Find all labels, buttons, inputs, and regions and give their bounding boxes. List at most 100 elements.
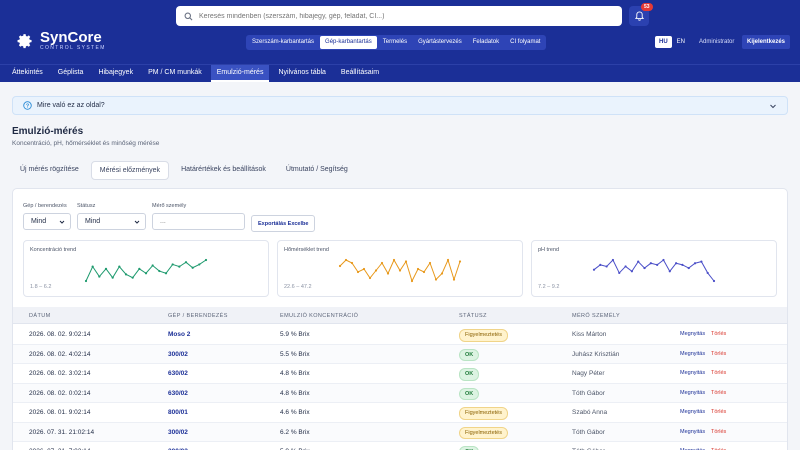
subnav-item-pm-cm-munkak[interactable]: PM / CM munkák [148, 69, 202, 76]
trend-point [178, 265, 181, 268]
cell-machine-link[interactable]: 300/02 [168, 350, 188, 358]
notifications-button[interactable]: 53 [629, 3, 653, 26]
trend-point [630, 270, 633, 273]
trend-point [687, 266, 690, 270]
cell-date: 2026. 07. 31. 21:02:14 [29, 428, 95, 436]
module-tab-gep-karbantartas[interactable]: Gép-karbantartás [320, 36, 377, 49]
trend-point [637, 260, 640, 263]
page-tabs: Új mérés rögzítése Mérési előzmények Határ… [12, 161, 356, 180]
open-row-link[interactable]: Megnyitás [680, 331, 706, 337]
trend-point [662, 258, 665, 262]
trend-point [138, 267, 141, 270]
cell-machine-link[interactable]: 300/02 [168, 428, 188, 436]
trend-point [712, 279, 716, 283]
search-input[interactable] [199, 12, 599, 20]
subnav-item-nyilvanos-tabla[interactable]: Nyilvános tábla [278, 69, 326, 76]
cell-machine-link[interactable]: 630/02 [168, 389, 188, 397]
language-switch: HU EN [655, 36, 689, 48]
status-filter-select[interactable]: Mind [77, 213, 146, 230]
chevron-down-icon[interactable] [769, 102, 777, 110]
delete-row-link[interactable]: Törlés [711, 428, 727, 435]
module-tab-ci-folyamat[interactable]: CI folyamat [510, 39, 541, 45]
trend-title: Hőmérséklet trend [284, 247, 329, 253]
trend-point [434, 278, 438, 281]
table-row[interactable]: 2026. 08. 01. 9:02:14 800/01 4.6 % Brix Fig… [13, 403, 787, 423]
trend-point [410, 279, 414, 283]
user-name: Administrator [699, 39, 735, 45]
subnav-item-beallitasaim[interactable]: Beállításaim [340, 69, 380, 76]
delete-row-link[interactable]: Törlés [711, 448, 726, 450]
trend-card-1: Koncentráció trend 1.8 – 6.2 [23, 240, 269, 297]
delete-row-link[interactable]: Törlés [711, 370, 727, 376]
subnav-item-geplista[interactable]: Géplista [57, 69, 84, 76]
open-row-link[interactable]: Megnyitás [680, 370, 706, 376]
trend-point [84, 279, 88, 283]
table-row[interactable]: 2026. 08. 02. 0:02:14 630/02 4.8 % Brix OK T… [13, 383, 787, 403]
column-header-machine[interactable]: Gép / berendezés [168, 313, 228, 319]
trend-sparkline [592, 258, 716, 283]
lang-hu-button[interactable]: HU [655, 36, 672, 48]
table-row[interactable]: 2026. 08. 02. 4:02:14 300/02 5.5 % Brix OK J… [13, 344, 787, 364]
trend-point [416, 267, 420, 271]
table-row[interactable]: 2026. 07. 31. 21:02:14 300/02 6.2 % Brix Fi… [13, 422, 787, 442]
delete-row-link[interactable]: Törlés [711, 350, 727, 357]
status-badge: Figyelmeztetés [459, 329, 508, 342]
table-row[interactable]: 2026. 08. 02. 9:02:14 Moso 2 5.9 % Brix Fig… [13, 325, 787, 345]
open-row-link[interactable]: Megnyitás [680, 350, 706, 357]
cell-machine-link[interactable]: Moso 2 [168, 331, 191, 338]
open-row-link[interactable]: Megnyitás [680, 428, 706, 435]
delete-row-link[interactable]: Törlés [711, 409, 727, 415]
cell-person: Kiss Márton [572, 331, 607, 338]
cell-concentration: 4.6 % Brix [280, 409, 310, 416]
status-badge: Figyelmeztetés [459, 407, 508, 420]
logout-button[interactable]: Kijelentkezés [742, 35, 791, 49]
trend-point [350, 261, 354, 265]
module-tab-szerszam-karbantartas[interactable]: Szerszám-karbantartás [252, 39, 315, 45]
trend-point [198, 263, 201, 266]
chevron-down-icon [134, 220, 140, 224]
trend-card-3: pH trend 7.2 – 9.2 [531, 240, 777, 297]
trend-point [458, 260, 462, 263]
help-banner[interactable]: ? Mire való ez az oldal? [12, 96, 788, 115]
bell-icon [634, 11, 644, 21]
open-row-link[interactable]: Megnyitás [680, 448, 705, 450]
trend-point [386, 272, 390, 275]
subnav-item-attekintes[interactable]: Áttekintés [12, 69, 43, 76]
subnav-item-emulzio-meres[interactable]: Emulzió-mérés [210, 65, 270, 82]
cell-machine-link[interactable]: 800/01 [168, 409, 188, 416]
delete-row-link[interactable]: Törlés [711, 331, 727, 337]
trend-sparkline [84, 258, 208, 283]
table-row[interactable]: 2026. 08. 02. 3:02:14 630/02 4.8 % Brix OK N… [13, 364, 787, 384]
module-tab-termeles[interactable]: Termelés [382, 39, 408, 45]
module-tab-feladatok[interactable]: Feladatok [472, 39, 500, 45]
open-row-link[interactable]: Megnyitás [680, 389, 706, 396]
cell-date: 2026. 07. 31. 7:02:14 [29, 448, 90, 450]
table-row[interactable]: 2026. 07. 31. 7:02:14 300/02 5.9 % Brix OK T… [13, 442, 787, 450]
brand-logo[interactable]: SynCore CONTROL SYSTEM [14, 30, 106, 51]
cell-date: 2026. 08. 02. 9:02:14 [29, 331, 91, 338]
tab-meresi-elozmenyek[interactable]: Mérési előzmények [90, 161, 170, 180]
history-panel: Gép / berendezés Mind Státusz Mind Mérő … [12, 188, 788, 450]
cell-machine-link[interactable]: 300/02 [168, 448, 188, 450]
person-filter-input[interactable] [152, 213, 245, 230]
delete-row-link[interactable]: Törlés [711, 389, 727, 396]
trend-point [706, 271, 709, 275]
cell-person: Tóth Gábor [572, 448, 605, 450]
trend-point [151, 264, 154, 267]
open-row-link[interactable]: Megnyitás [680, 409, 706, 415]
cell-machine-link[interactable]: 630/02 [168, 370, 188, 377]
column-header-date[interactable]: Dátum [29, 313, 51, 319]
tab-uj-meres-rogzitese[interactable]: Új mérés rögzítése [20, 166, 79, 173]
global-search[interactable] [176, 6, 622, 26]
column-header-status[interactable]: Státusz [459, 313, 487, 319]
tab-utmutato-segitseg[interactable]: Útmutató / Segítség [285, 166, 348, 173]
lang-en-button[interactable]: EN [676, 39, 686, 45]
cell-concentration: 5.9 % Brix [280, 331, 310, 338]
module-tab-gyartastervezes[interactable]: Gyártástervezés [418, 39, 462, 45]
tab-hatarertekek-es-beallitasok[interactable]: Határértékek és beállítások [181, 166, 266, 173]
subnav-item-hibajegyek[interactable]: Hibajegyek [98, 69, 134, 76]
export-excel-button[interactable]: Exportálás Excelbe [251, 215, 316, 232]
machine-filter-select[interactable]: Mind [23, 213, 71, 230]
column-header-concentration[interactable]: Emulzió koncentráció [280, 313, 359, 319]
column-header-person[interactable]: Mérő személy [572, 313, 621, 319]
